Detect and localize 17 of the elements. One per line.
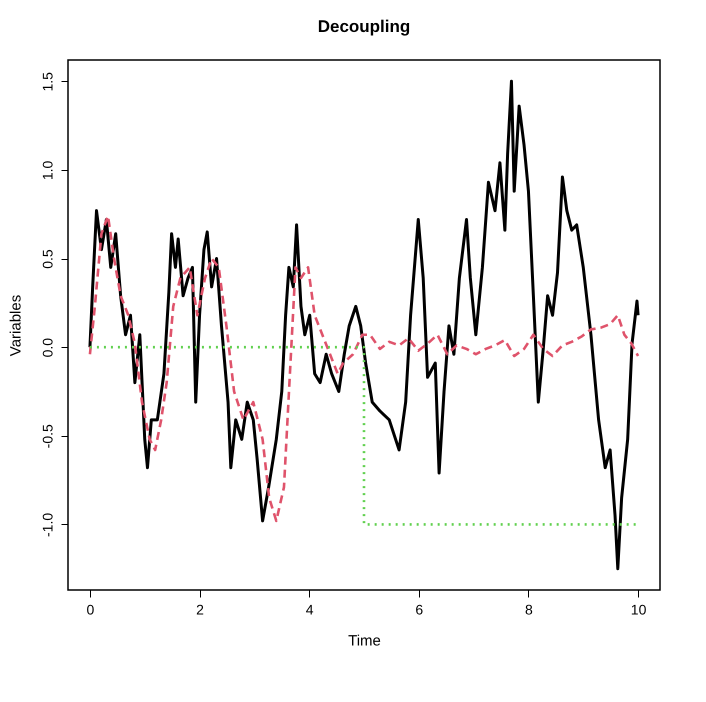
y-tick-label: 0.0 [40, 338, 56, 358]
x-tick-label: 6 [415, 602, 424, 618]
chart-title: Decoupling [318, 17, 410, 36]
x-tick-label: 8 [525, 602, 534, 618]
y-tick-label: 1.5 [40, 72, 56, 92]
y-tick-label: 1.0 [40, 160, 56, 180]
x-tick-label: 10 [630, 602, 647, 618]
y-tick-label: -1.0 [40, 512, 56, 537]
y-axis-title: Variables [8, 294, 24, 356]
x-tick-label: 4 [306, 602, 314, 618]
y-tick-label: 0.5 [40, 249, 56, 269]
x-axis-title: Time [348, 632, 381, 650]
x-tick-label: 2 [196, 602, 204, 618]
line-series [88, 80, 640, 570]
x-tick-label: 0 [86, 602, 95, 618]
y-tick-label: -0.5 [40, 424, 56, 448]
line-series [88, 214, 640, 522]
